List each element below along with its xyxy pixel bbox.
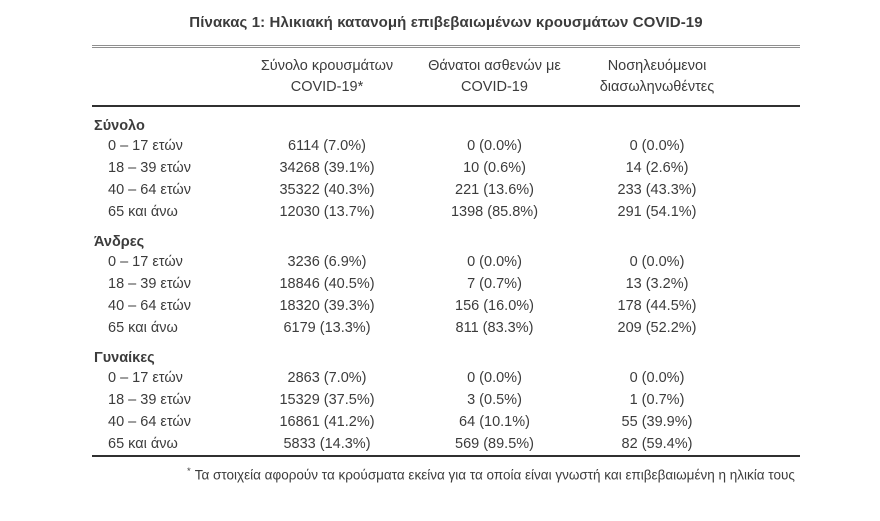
- table-row: 65 και άνω 5833 (14.3%) 569 (89.5%) 82 (…: [92, 433, 800, 455]
- table-row: 0 – 17 ετών 3236 (6.9%) 0 (0.0%) 0 (0.0%…: [92, 251, 800, 273]
- deaths-cell: 7 (0.7%): [467, 276, 522, 292]
- table-bottom-rule: [92, 455, 800, 457]
- row-label: 0 – 17 ετών: [108, 370, 183, 386]
- deaths-cell: 1398 (85.8%): [450, 204, 539, 220]
- deaths-cell: 0 (0.0%): [467, 254, 522, 270]
- row-label: 65 και άνω: [108, 320, 178, 336]
- column-header-total-cases: Σύνολο κρουσμάτων COVID-19*: [252, 56, 402, 98]
- table-row: 0 – 17 ετών 2863 (7.0%) 0 (0.0%) 0 (0.0%…: [92, 367, 800, 389]
- row-label: 0 – 17 ετών: [108, 254, 183, 270]
- table-row: 18 – 39 ετών 15329 (37.5%) 3 (0.5%) 1 (0…: [92, 389, 800, 411]
- row-label: 40 – 64 ετών: [108, 414, 191, 430]
- table-row: 65 και άνω 6179 (13.3%) 811 (83.3%) 209 …: [92, 317, 800, 339]
- row-label: 0 – 17 ετών: [108, 138, 183, 154]
- table-title: Πίνακας 1: Ηλικιακή κατανομή επιβεβαιωμέ…: [189, 14, 703, 31]
- row-label: 40 – 64 ετών: [108, 298, 191, 314]
- row-label: 18 – 39 ετών: [108, 276, 191, 292]
- column-header-line: Σύνολο κρουσμάτων: [260, 58, 394, 74]
- cases-cell: 35322 (40.3%): [279, 182, 375, 198]
- row-label: 18 – 39 ετών: [108, 392, 191, 408]
- table-row: 40 – 64 ετών 35322 (40.3%) 221 (13.6%) 2…: [92, 179, 800, 201]
- table-row: 0 – 17 ετών 6114 (7.0%) 0 (0.0%) 0 (0.0%…: [92, 135, 800, 157]
- column-header-deaths: Θάνατοι ασθενών με COVID-19: [402, 56, 587, 98]
- table-header-row: Σύνολο κρουσμάτων COVID-19* Θάνατοι ασθε…: [92, 48, 800, 105]
- row-label: 40 – 64 ετών: [108, 182, 191, 198]
- deaths-cell: 569 (89.5%): [455, 436, 534, 452]
- report-page: Πίνακας 1: Ηλικιακή κατανομή επιβεβαιωμέ…: [0, 13, 880, 521]
- table-row: 40 – 64 ετών 18320 (39.3%) 156 (16.0%) 1…: [92, 295, 800, 317]
- cases-cell: 18846 (40.5%): [279, 276, 375, 292]
- column-header-line: COVID-19*: [290, 79, 364, 95]
- row-label: 65 και άνω: [108, 436, 178, 452]
- intubated-cell: 209 (52.2%): [617, 320, 697, 336]
- intubated-cell: 55 (39.9%): [621, 414, 693, 430]
- column-header-line: διασωληνωθέντες: [599, 79, 715, 95]
- covid-age-distribution-table: Σύνολο κρουσμάτων COVID-19* Θάνατοι ασθε…: [92, 45, 800, 485]
- footnote-text: Τα στοιχεία αφορούν τα κρούσματα εκείνα …: [194, 467, 795, 483]
- cases-cell: 16861 (41.2%): [279, 414, 375, 430]
- column-header-empty: [92, 56, 252, 98]
- header-divider-rule: [92, 105, 800, 107]
- row-label: 65 και άνω: [108, 204, 178, 220]
- intubated-cell: 14 (2.6%): [625, 160, 689, 176]
- deaths-cell: 156 (16.0%): [455, 298, 534, 314]
- cases-cell: 18320 (39.3%): [279, 298, 375, 314]
- table-row: 18 – 39 ετών 34268 (39.1%) 10 (0.6%) 14 …: [92, 157, 800, 179]
- deaths-cell: 64 (10.1%): [459, 414, 530, 430]
- cases-cell: 6114 (7.0%): [288, 138, 366, 154]
- column-header-line: Νοσηλευόμενοι: [607, 58, 707, 74]
- section-header-men: Άνδρες: [94, 234, 145, 250]
- intubated-cell: 0 (0.0%): [629, 138, 685, 154]
- column-header-line: Θάνατοι ασθενών με: [428, 58, 561, 74]
- row-label: 18 – 39 ετών: [108, 160, 191, 176]
- intubated-cell: 291 (54.1%): [617, 204, 697, 220]
- deaths-cell: 811 (83.3%): [455, 320, 534, 336]
- deaths-cell: 10 (0.6%): [463, 160, 526, 176]
- column-header-intubated: Νοσηλευόμενοι διασωληνωθέντες: [587, 56, 727, 98]
- intubated-cell: 82 (59.4%): [621, 436, 693, 452]
- column-header-line: COVID-19: [461, 79, 528, 95]
- cases-cell: 2863 (7.0%): [287, 370, 367, 386]
- cases-cell: 3236 (6.9%): [287, 254, 367, 270]
- cases-cell: 6179 (13.3%): [283, 320, 371, 336]
- cases-cell: 15329 (37.5%): [279, 392, 375, 408]
- intubated-cell: 178 (44.5%): [617, 298, 697, 314]
- intubated-cell: 1 (0.7%): [629, 392, 685, 408]
- deaths-cell: 221 (13.6%): [455, 182, 534, 198]
- deaths-cell: 3 (0.5%): [467, 392, 522, 408]
- cases-cell: 12030 (13.7%): [279, 204, 375, 220]
- deaths-cell: 0 (0.0%): [467, 138, 522, 154]
- table-row: 65 και άνω 12030 (13.7%) 1398 (85.8%) 29…: [92, 201, 800, 223]
- table-row: 40 – 64 ετών 16861 (41.2%) 64 (10.1%) 55…: [92, 411, 800, 433]
- table-row: 18 – 39 ετών 18846 (40.5%) 7 (0.7%) 13 (…: [92, 273, 800, 295]
- cases-cell: 34268 (39.1%): [279, 160, 375, 176]
- intubated-cell: 13 (3.2%): [625, 276, 689, 292]
- table-top-rule: [92, 45, 800, 48]
- intubated-cell: 0 (0.0%): [629, 254, 685, 270]
- footnote-asterisk: *: [187, 466, 191, 477]
- table-footnote: * Τα στοιχεία αφορούν τα κρούσματα εκείνα…: [187, 463, 800, 485]
- cases-cell: 5833 (14.3%): [283, 436, 371, 452]
- section-header-total: Σύνολο: [94, 118, 145, 134]
- intubated-cell: 0 (0.0%): [629, 370, 685, 386]
- section-header-women: Γυναίκες: [94, 350, 155, 366]
- intubated-cell: 233 (43.3%): [617, 182, 697, 198]
- deaths-cell: 0 (0.0%): [467, 370, 522, 386]
